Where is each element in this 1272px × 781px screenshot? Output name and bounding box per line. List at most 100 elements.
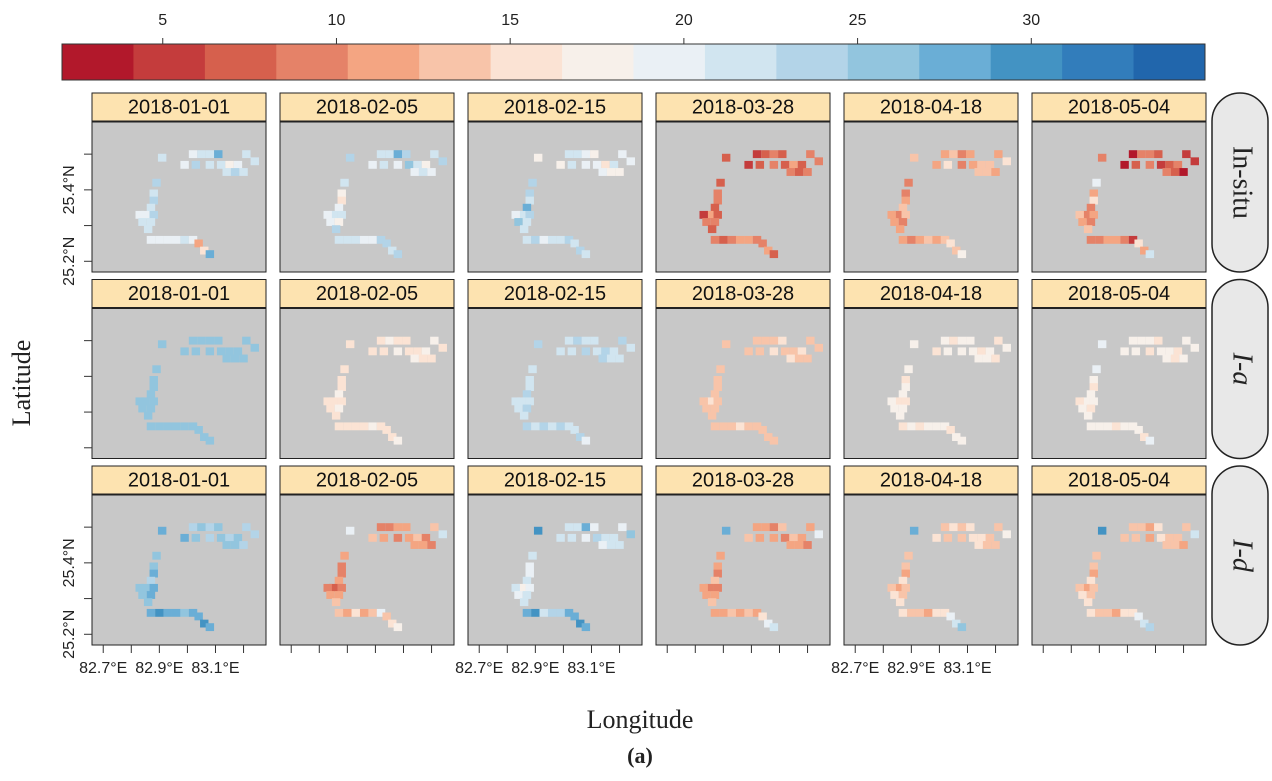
y-tick-label: 25.4°N xyxy=(61,538,78,587)
cell xyxy=(957,336,967,345)
colorbar-tick-label: 5 xyxy=(158,12,167,29)
strip xyxy=(467,279,643,308)
cell xyxy=(606,168,616,176)
cell xyxy=(581,533,591,542)
cell xyxy=(707,225,717,234)
cell xyxy=(606,354,616,363)
cell xyxy=(893,210,902,219)
cell xyxy=(1140,433,1149,441)
colorbar-tick-label: 15 xyxy=(501,12,519,29)
cell xyxy=(769,336,779,345)
cell xyxy=(592,533,602,542)
panel-background xyxy=(1031,308,1207,459)
cell xyxy=(1097,340,1107,349)
cell xyxy=(994,523,1003,532)
cell xyxy=(1173,347,1183,356)
cell xyxy=(1190,157,1199,166)
cell xyxy=(149,583,158,592)
cell xyxy=(982,168,992,176)
cell xyxy=(1128,235,1138,244)
cell xyxy=(769,533,779,542)
cell xyxy=(901,397,910,406)
strip xyxy=(1031,465,1207,495)
cell xyxy=(163,608,172,617)
cell xyxy=(430,523,439,532)
cell xyxy=(531,235,540,244)
cell xyxy=(138,591,147,599)
cell xyxy=(413,347,422,356)
cell xyxy=(895,225,905,234)
panel-background xyxy=(91,121,267,273)
cell xyxy=(1179,541,1188,549)
cell xyxy=(1173,160,1183,169)
cell xyxy=(1095,235,1104,244)
cell xyxy=(780,533,790,542)
cell xyxy=(326,218,335,226)
cell xyxy=(393,160,403,169)
cell xyxy=(188,336,198,345)
cell xyxy=(904,365,913,374)
cell xyxy=(705,583,714,592)
cell xyxy=(197,336,206,345)
cell xyxy=(418,168,428,176)
cell xyxy=(146,390,156,399)
cell xyxy=(564,523,574,532)
cell xyxy=(909,153,919,162)
cell xyxy=(1075,210,1084,219)
cell xyxy=(974,354,983,363)
cell xyxy=(329,210,338,219)
cell xyxy=(382,239,391,248)
cell xyxy=(618,523,627,532)
cell xyxy=(1086,203,1096,212)
cell xyxy=(1097,526,1107,535)
cell xyxy=(1137,523,1146,532)
cell xyxy=(205,623,215,632)
colorbar-swatch xyxy=(562,44,634,80)
cell xyxy=(418,354,428,363)
cell xyxy=(1103,235,1112,244)
cell xyxy=(531,608,540,617)
cell xyxy=(940,523,950,532)
colorbar-swatch xyxy=(347,44,420,80)
cell xyxy=(994,150,1003,159)
strip-label: 2018-05-04 xyxy=(1068,469,1170,491)
cell xyxy=(1182,336,1191,345)
cell xyxy=(598,354,607,363)
y-axis-title: Latitude xyxy=(7,340,36,427)
cell xyxy=(525,376,534,384)
cell xyxy=(191,347,201,356)
cell xyxy=(135,397,144,406)
cell xyxy=(755,347,765,356)
strip-label: 2018-01-01 xyxy=(128,96,230,118)
cell xyxy=(1165,347,1174,356)
cell xyxy=(907,235,916,244)
cell xyxy=(533,340,543,349)
cell xyxy=(404,533,414,542)
cell xyxy=(713,210,722,219)
cell xyxy=(702,591,711,599)
strip xyxy=(655,92,831,122)
strip xyxy=(655,279,831,308)
cell xyxy=(713,383,722,391)
cell xyxy=(755,160,765,169)
cell xyxy=(1086,608,1096,617)
cell xyxy=(576,619,585,628)
cell xyxy=(727,235,736,244)
cell xyxy=(143,225,153,234)
cell xyxy=(323,583,332,592)
cell xyxy=(780,347,790,356)
cell xyxy=(1086,235,1096,244)
cell xyxy=(205,250,215,259)
cell xyxy=(609,160,619,169)
cell xyxy=(564,608,574,617)
cell xyxy=(1165,160,1174,169)
cell xyxy=(205,336,215,345)
cell xyxy=(345,153,355,162)
strip xyxy=(1031,92,1207,122)
cell xyxy=(932,347,941,356)
cell xyxy=(977,347,986,356)
panel-background xyxy=(1031,494,1207,646)
cell xyxy=(890,404,899,413)
cell xyxy=(901,376,910,384)
cell xyxy=(438,343,447,352)
